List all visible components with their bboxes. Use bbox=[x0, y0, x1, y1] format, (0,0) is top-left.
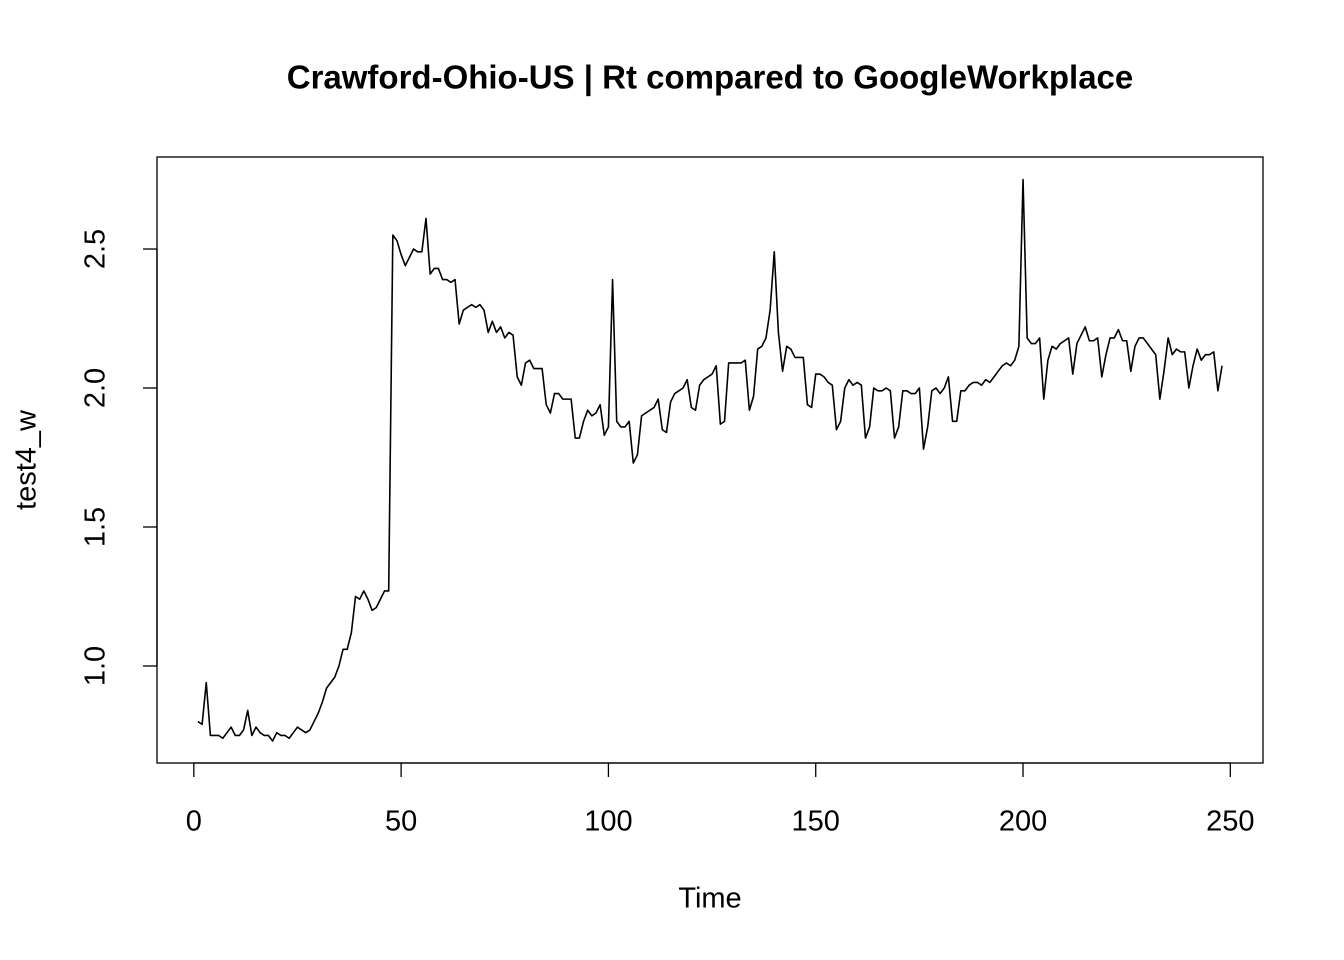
x-tick-label: 150 bbox=[792, 806, 840, 838]
y-tick-label: 1.0 bbox=[80, 646, 112, 686]
x-tick-label: 250 bbox=[1206, 806, 1254, 838]
x-tick-label: 200 bbox=[999, 806, 1047, 838]
x-axis-label: Time bbox=[678, 883, 741, 915]
x-tick-label: 0 bbox=[186, 806, 202, 838]
x-tick-label: 100 bbox=[584, 806, 632, 838]
y-tick-label: 1.5 bbox=[80, 507, 112, 547]
y-axis-label: test4_w bbox=[11, 409, 43, 510]
chart-title: Crawford-Ohio-US | Rt compared to Google… bbox=[287, 59, 1134, 96]
x-tick-label: 50 bbox=[385, 806, 417, 838]
data-line bbox=[197, 178, 1223, 742]
y-tick-label: 2.5 bbox=[80, 229, 112, 269]
y-tick-label: 2.0 bbox=[80, 368, 112, 408]
